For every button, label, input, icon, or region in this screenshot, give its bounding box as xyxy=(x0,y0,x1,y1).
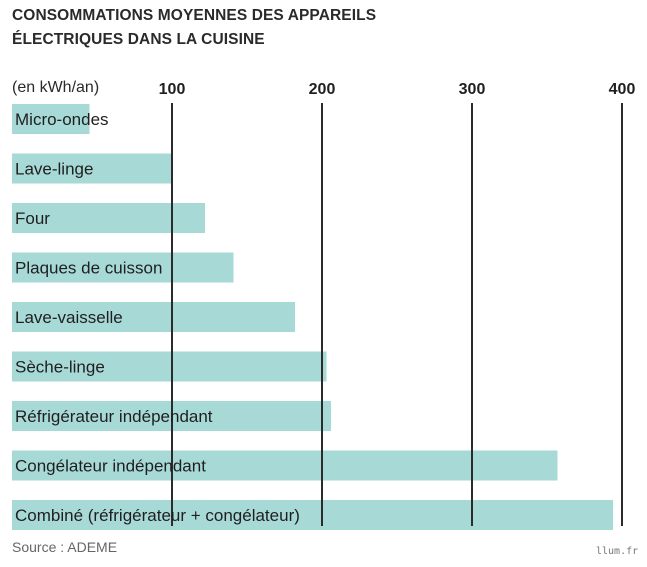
x-tick-label-200: 200 xyxy=(309,81,336,98)
bar-3 xyxy=(12,252,234,283)
category-label-2: Four xyxy=(15,209,50,228)
x-tick-label-100: 100 xyxy=(159,81,186,98)
x-tick-label-400: 400 xyxy=(609,81,636,98)
category-label-7: Congélateur indépendant xyxy=(15,457,206,476)
category-label-4: Lave-vaisselle xyxy=(15,308,123,327)
watermark: llum.fr xyxy=(596,546,639,557)
bar-0 xyxy=(12,104,90,134)
chart-title-line-2: ÉLECTRIQUES DANS LA CUISINE xyxy=(12,31,265,48)
category-label-6: Réfrigérateur indépendant xyxy=(15,407,213,426)
x-tick-label-300: 300 xyxy=(459,81,486,98)
chart-title-line-1: CONSOMMATIONS MOYENNES DES APPAREILS xyxy=(12,7,377,24)
source-note: Source : ADEME xyxy=(12,539,118,555)
bar-7 xyxy=(12,450,558,481)
category-label-1: Lave-linge xyxy=(15,160,93,179)
category-label-0: Micro-ondes xyxy=(15,110,109,129)
bar-4 xyxy=(12,302,295,332)
category-label-3: Plaques de cuisson xyxy=(15,259,162,278)
bar-8 xyxy=(12,500,613,530)
category-label-8: Combiné (réfrigérateur + congélateur) xyxy=(15,506,300,525)
bar-5 xyxy=(12,351,327,382)
bar-1 xyxy=(12,153,172,184)
axis-unit-label: (en kWh/an) xyxy=(12,79,100,96)
category-label-5: Sèche-linge xyxy=(15,358,105,377)
